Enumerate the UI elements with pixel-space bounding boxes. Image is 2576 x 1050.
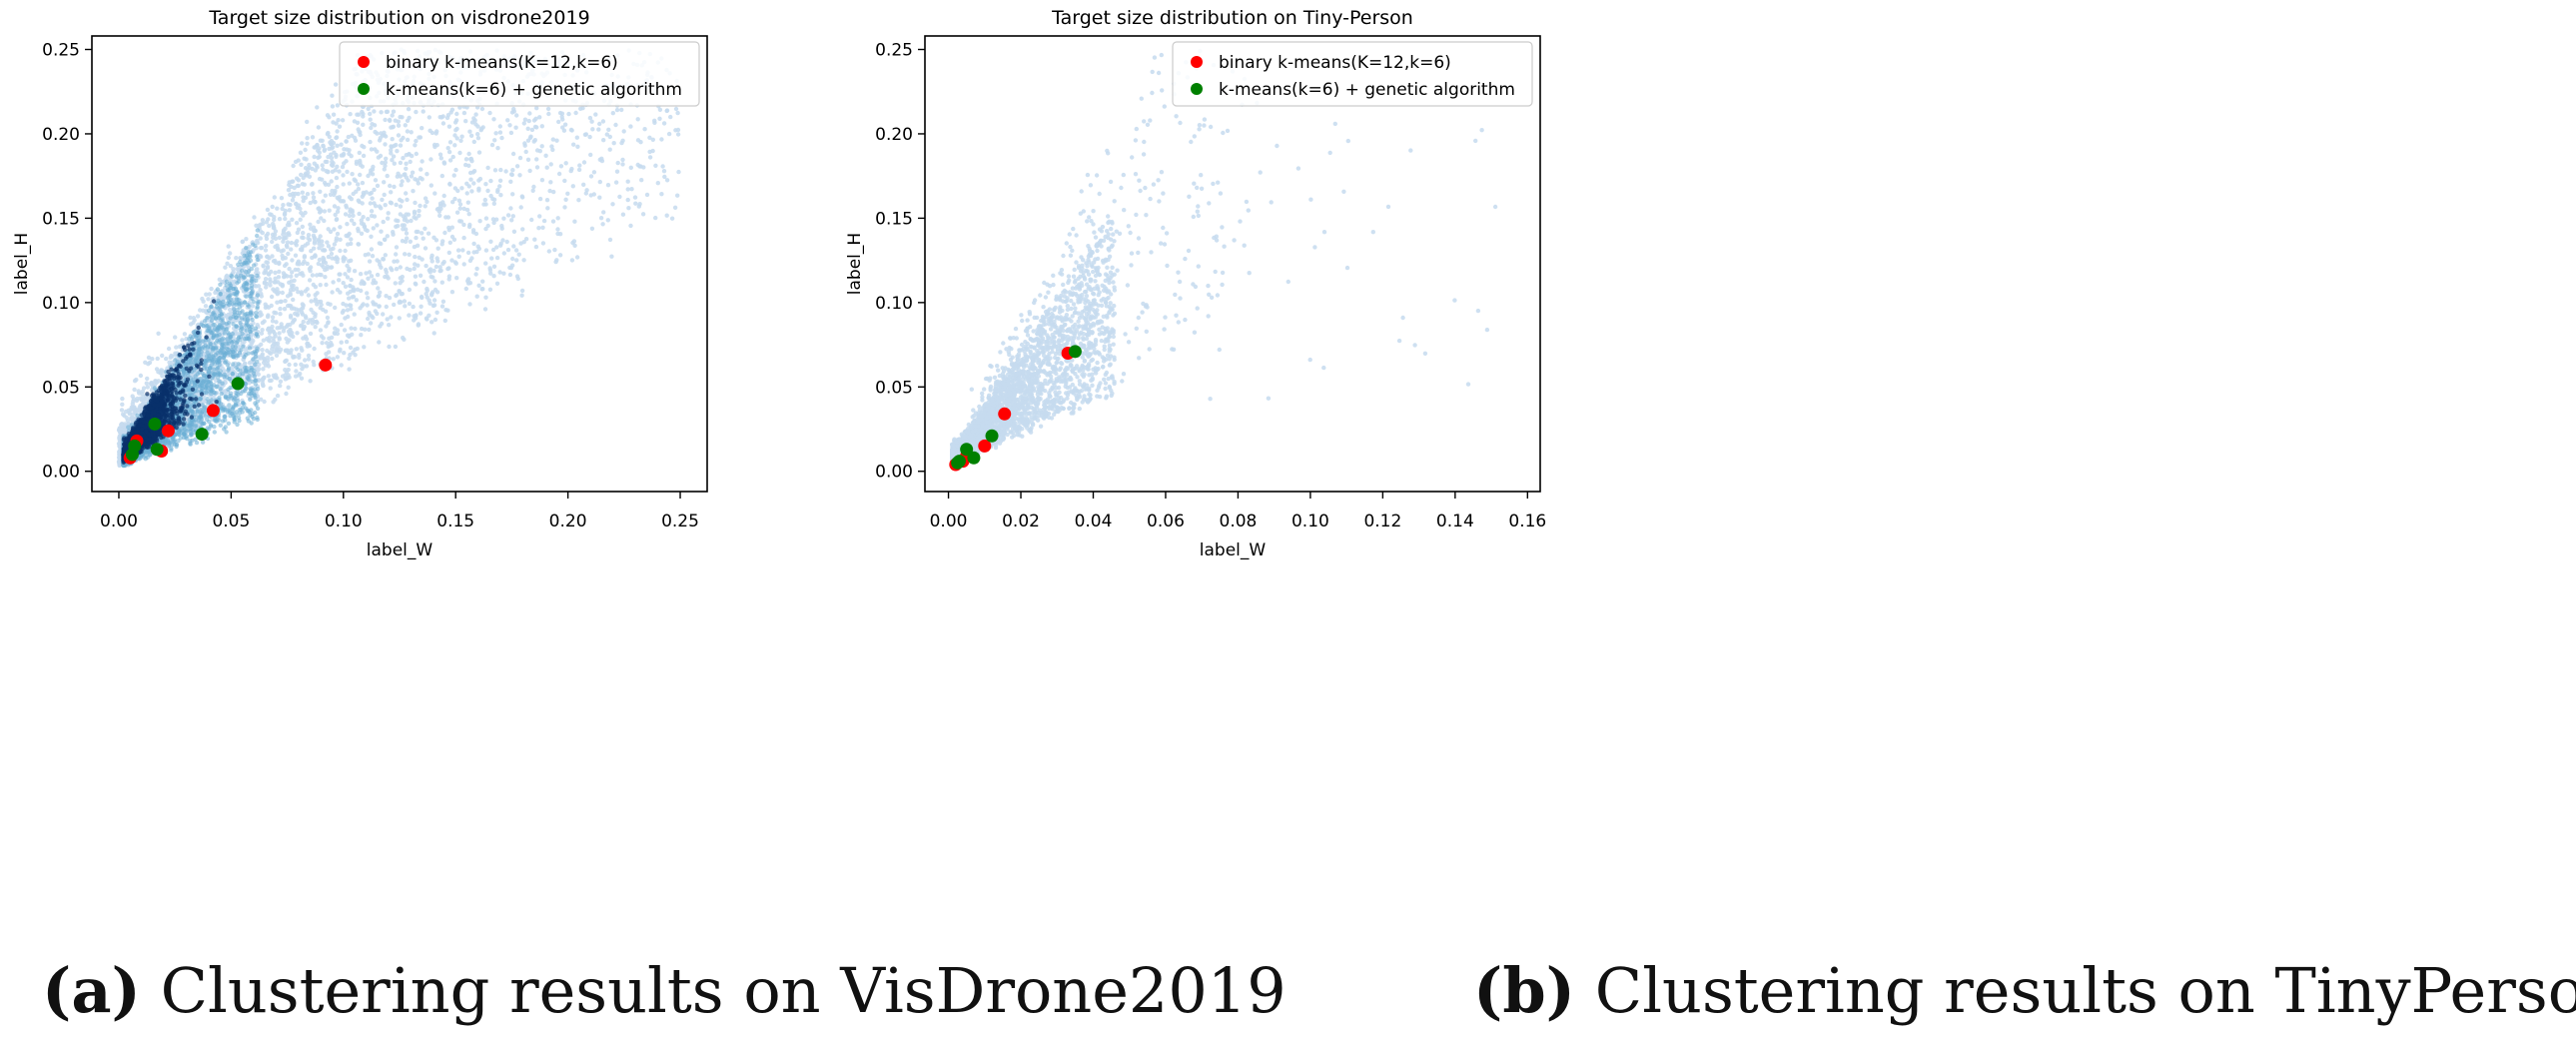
x-tick-label: 0.04	[1075, 512, 1113, 531]
y-tick-label: 0.20	[42, 125, 80, 145]
x-tick-label: 0.06	[1147, 512, 1185, 531]
density-cloud	[950, 48, 1498, 469]
point-kmeans-genetic-3	[985, 429, 999, 443]
chart-title: Target size distribution on visdrone2019	[208, 7, 589, 29]
x-tick-label: 0.16	[1508, 512, 1546, 531]
point-binary-kmeans-4	[206, 404, 220, 418]
chart-tinyperson: 0.00 0.02 0.04 0.06 0.08 0.10 0.12 0.14 0.16 0.00…	[845, 7, 1546, 560]
point-kmeans-genetic-1	[960, 443, 974, 457]
legend-label: k-means(k=6) + genetic algorithm	[1219, 80, 1515, 100]
y-tick-label: 0.05	[42, 378, 80, 398]
x-tick-label: 0.10	[325, 512, 363, 531]
point-kmeans-genetic-1	[148, 417, 162, 431]
x-tick-label: 0.08	[1220, 512, 1258, 531]
x-tick-label: 0.12	[1363, 512, 1401, 531]
y-tick-label: 0.00	[875, 463, 913, 483]
density-cloud	[116, 47, 681, 469]
point-kmeans-genetic-4	[231, 377, 245, 391]
y-tick-label: 0.10	[875, 294, 913, 314]
point-kmeans-genetic-2	[150, 443, 164, 457]
y-tick-label: 0.00	[42, 463, 80, 483]
point-kmeans-genetic-3	[195, 428, 209, 442]
legend-marker-binary-kmeans	[1191, 56, 1203, 68]
y-tick-label: 0.10	[42, 294, 80, 314]
chart-visdrone: 0.00 0.05 0.10 0.15 0.20 0.25 0.00 0.05 0.10 0.15…	[12, 7, 708, 560]
x-axis-label: label_W	[367, 540, 433, 560]
legend-marker-kmeans-genetic	[358, 83, 370, 95]
point-binary-kmeans-5	[319, 358, 333, 372]
point-kmeans-genetic-4	[1068, 345, 1082, 359]
legend-box	[1172, 41, 1533, 107]
point-binary-kmeans-3	[161, 424, 175, 438]
caption-b: (b) Clustering results on TinyPerson	[1473, 954, 2576, 1027]
series-kmeans-genetic	[951, 345, 1082, 470]
point-kmeans-genetic-2	[967, 451, 981, 465]
axes-frame	[91, 35, 708, 493]
x-tick-label: 0.00	[930, 512, 968, 531]
x-tick-label: 0.02	[1002, 512, 1040, 531]
y-tick-label: 0.20	[875, 125, 913, 145]
x-tick-label: 0.20	[549, 512, 587, 531]
point-binary-kmeans-2	[978, 439, 992, 453]
legend-box	[339, 41, 700, 107]
axes-frame	[924, 35, 1541, 493]
x-tick-label: 0.05	[212, 512, 250, 531]
caption-a-text: Clustering results on VisDrone2019	[160, 954, 1287, 1027]
point-binary-kmeans-3	[998, 407, 1012, 421]
y-tick-label: 0.05	[875, 378, 913, 398]
caption-a-label: (a)	[42, 954, 141, 1027]
legend-label: binary k-means(K=12,k=6)	[386, 53, 618, 73]
x-axis-label: label_W	[1200, 540, 1267, 560]
y-tick-label: 0.15	[875, 209, 913, 229]
point-kmeans-genetic-5	[951, 456, 965, 470]
legend-label: k-means(k=6) + genetic algorithm	[386, 80, 682, 100]
x-tick-label: 0.25	[661, 512, 699, 531]
legend: binary k-means(K=12,k=6) k-means(k=6) + g…	[339, 41, 700, 107]
y-tick-label: 0.25	[42, 41, 80, 61]
x-tick-label: 0.00	[100, 512, 138, 531]
point-kmeans-genetic-5	[125, 448, 139, 462]
chart-title: Target size distribution on Tiny-Person	[1051, 7, 1413, 29]
y-axis-label: label_H	[845, 233, 865, 295]
y-axis-label: label_H	[12, 233, 32, 295]
x-tick-label: 0.14	[1436, 512, 1474, 531]
y-tick-label: 0.15	[42, 209, 80, 229]
legend-marker-kmeans-genetic	[1191, 83, 1203, 95]
caption-b-label: (b)	[1473, 954, 1576, 1027]
legend-label: binary k-means(K=12,k=6)	[1219, 53, 1451, 73]
caption-a: (a) Clustering results on VisDrone2019	[42, 954, 1287, 1027]
series-kmeans-genetic	[125, 377, 245, 462]
x-tick-label: 0.15	[436, 512, 474, 531]
legend: binary k-means(K=12,k=6) k-means(k=6) + g…	[1172, 41, 1533, 107]
x-tick-label: 0.10	[1291, 512, 1329, 531]
y-tick-label: 0.25	[875, 41, 913, 61]
caption-b-text: Clustering results on TinyPerson	[1594, 954, 2576, 1027]
legend-marker-binary-kmeans	[358, 56, 370, 68]
